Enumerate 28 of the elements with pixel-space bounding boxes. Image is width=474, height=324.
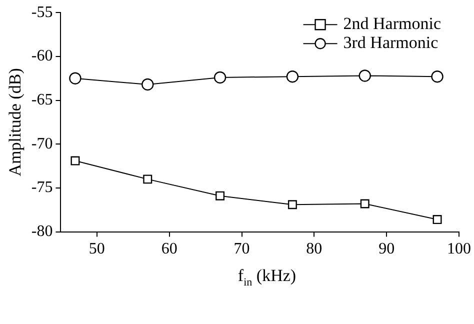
x-tick-label: 90: [378, 240, 395, 258]
point: [70, 156, 80, 166]
y-axis-title: Amplitude (dB): [6, 68, 25, 176]
point: [358, 70, 371, 82]
y-tick-label: -75: [31, 179, 53, 196]
legend-label: 2nd Harmonic: [343, 14, 442, 34]
x-tick-label: 60: [161, 240, 178, 258]
y-tick-label: -70: [31, 135, 53, 152]
legend-label: 3rd Harmonic: [343, 33, 439, 52]
point: [69, 72, 82, 84]
point: [432, 215, 442, 224]
point: [142, 78, 154, 91]
point: [288, 200, 297, 210]
x-axis-title: f$_{in}$ (kHz): [236, 266, 298, 288]
point: [360, 199, 370, 208]
y-tick-label: -65: [31, 91, 53, 108]
point: [214, 71, 226, 84]
y-tick-label: -55: [31, 4, 53, 21]
x-tick-label: 50: [88, 240, 105, 258]
x-tick-label: 80: [306, 240, 322, 258]
x-tick-label: 70: [234, 240, 250, 258]
y-tick-label: -80: [31, 223, 53, 240]
y-tick-label: -60: [31, 48, 53, 65]
point: [286, 70, 299, 83]
x-tick-label: 100: [447, 240, 471, 258]
point: [143, 174, 152, 184]
point: [216, 191, 225, 200]
point: [431, 70, 444, 83]
